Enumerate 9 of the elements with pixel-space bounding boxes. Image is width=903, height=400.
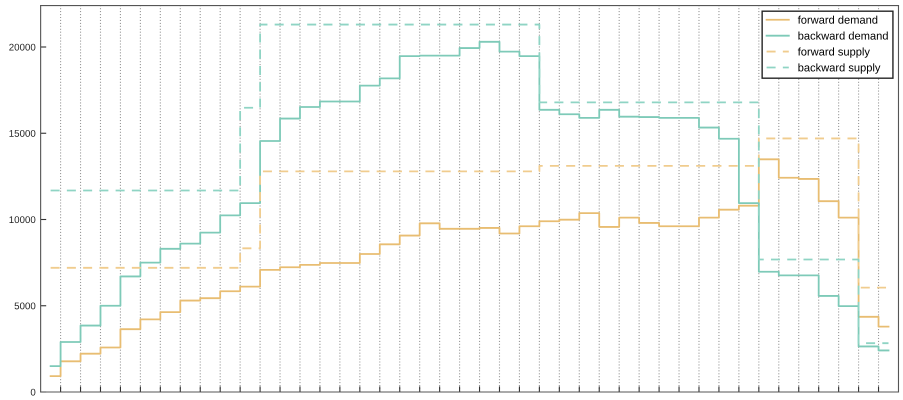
legend-label: forward demand	[798, 16, 878, 24]
y-tick-label: 20000	[9, 44, 36, 51]
y-tick-label: 0	[30, 388, 36, 396]
legend-label: backward demand	[798, 32, 888, 40]
legend-label: backward supply	[798, 63, 880, 74]
legend-label: forward supply	[798, 47, 870, 58]
y-tick-label: 10000	[9, 216, 36, 224]
y-tick-label: 15000	[9, 130, 36, 137]
y-tick-label: 5000	[14, 302, 36, 310]
